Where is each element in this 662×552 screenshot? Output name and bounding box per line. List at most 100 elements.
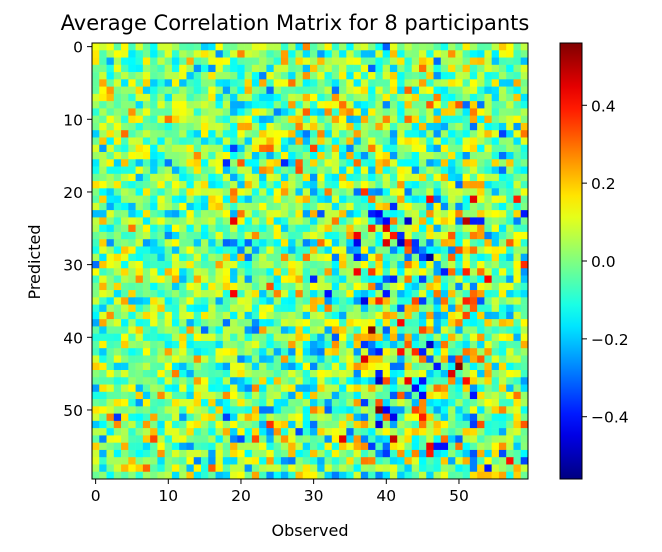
heatmap-cell [208,239,216,247]
heatmap-cell [433,181,442,189]
heatmap-cell [208,435,216,443]
heatmap-cell [411,43,420,51]
heatmap-cell [310,101,318,109]
heatmap-cell [266,370,274,378]
heatmap-cell [346,428,354,436]
heatmap-cell [237,471,245,480]
heatmap-cell [215,290,224,298]
heatmap-cell [477,210,485,218]
heatmap-cell [448,159,456,167]
heatmap-cell [222,195,231,204]
heatmap-cell [368,93,376,102]
heatmap-cell [462,348,471,356]
heatmap-cell [251,159,260,167]
heatmap-cell [368,420,376,429]
heatmap-cell [339,50,347,58]
heatmap-cell [389,290,398,298]
heatmap-cell [201,108,209,116]
heatmap-cell [368,391,376,400]
heatmap-cell [462,231,471,240]
heatmap-cell [397,122,405,131]
heatmap-cell [520,72,529,80]
heatmap-cell [222,377,231,385]
heatmap-cell [513,290,522,298]
heatmap-cell [193,166,202,175]
heatmap-cell [317,370,325,378]
heatmap-cell [295,340,304,349]
heatmap-cell [331,355,340,364]
heatmap-cell [251,355,260,364]
heatmap-cell [106,428,115,436]
heatmap-cell [469,370,478,378]
heatmap-cell [491,348,500,356]
heatmap-cell [513,217,522,225]
heatmap-cell [375,57,383,66]
heatmap-cell [455,188,463,196]
heatmap-cell [179,297,187,305]
heatmap-cell [113,231,122,240]
heatmap-cell [135,399,144,407]
heatmap-cell [164,79,173,87]
heatmap-cell [179,449,187,458]
heatmap-cell [477,86,485,95]
heatmap-cell [339,93,347,102]
heatmap-cell [186,275,195,284]
heatmap-cell [208,181,216,189]
heatmap-cell [186,101,195,109]
heatmap-cell [331,290,340,298]
heatmap-cell [484,137,492,146]
heatmap-cell [121,86,129,95]
heatmap-cell [288,377,296,385]
heatmap-cell [491,152,500,160]
heatmap-cell [128,268,136,276]
heatmap-cell [179,275,187,284]
heatmap-cell [142,428,151,436]
heatmap-cell [346,166,354,175]
heatmap-cell [244,173,253,182]
heatmap-cell [317,86,325,95]
heatmap-cell [208,268,216,276]
heatmap-cell [375,72,383,80]
heatmap-cell [368,159,376,167]
heatmap-cell [426,72,434,80]
heatmap-cell [164,159,173,167]
heatmap-cell [477,326,485,334]
heatmap-cell [157,173,165,182]
heatmap-cell [230,101,238,109]
heatmap-cell [411,471,420,480]
heatmap-cell [266,275,274,284]
heatmap-cell [179,399,187,407]
heatmap-cell [135,348,144,356]
heatmap-cell [92,253,100,262]
heatmap-cell [469,108,478,116]
heatmap-cell [419,449,427,458]
heatmap-cell [426,144,434,153]
heatmap-cell [404,377,413,385]
heatmap-cell [331,384,340,393]
heatmap-cell [302,442,311,451]
heatmap-cell [208,130,216,138]
heatmap-cell [426,268,434,276]
heatmap-cell [433,115,442,124]
heatmap-cell [230,413,238,422]
heatmap-cell [324,159,333,167]
heatmap-cell [266,224,274,233]
heatmap-cell [230,239,238,247]
heatmap-cell [157,355,165,364]
heatmap-cell [339,413,347,422]
heatmap-cell [353,442,362,451]
heatmap-cell [193,319,202,327]
heatmap-cell [469,57,478,66]
heatmap-cell [92,130,100,138]
heatmap-cell [157,428,165,436]
heatmap-cell [237,72,245,80]
heatmap-cell [484,268,492,276]
heatmap-cell [99,101,107,109]
heatmap-cell [244,137,253,146]
heatmap-cell [230,399,238,407]
heatmap-cell [448,166,456,175]
heatmap-cell [273,108,282,116]
heatmap-cell [295,319,304,327]
heatmap-cell [433,239,442,247]
heatmap-cell [484,173,492,182]
